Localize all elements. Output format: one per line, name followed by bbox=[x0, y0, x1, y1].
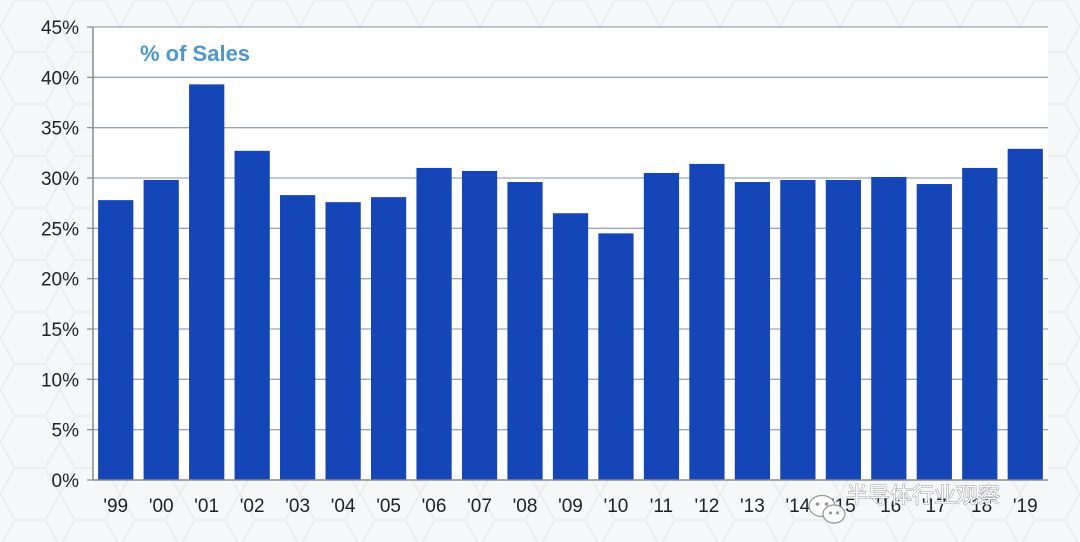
bar bbox=[962, 167, 998, 480]
bar bbox=[416, 167, 452, 480]
y-tick-label: 20% bbox=[41, 270, 79, 291]
y-tick-label: 25% bbox=[41, 219, 79, 240]
bars bbox=[98, 84, 1043, 481]
bar bbox=[325, 202, 361, 480]
x-tick-label: '03 bbox=[285, 496, 310, 517]
x-tick-label: '09 bbox=[558, 496, 583, 517]
x-axis-labels: '99 '00 '01 '02 '03 '04 '05 '06 '07 '08 '09 '10 '11 '… bbox=[103, 496, 1037, 517]
bar bbox=[643, 172, 680, 480]
y-tick-label: 15% bbox=[41, 320, 79, 341]
chart-title: % of Sales bbox=[140, 41, 250, 66]
x-tick-label: '99 bbox=[103, 496, 128, 517]
bar bbox=[461, 170, 498, 480]
x-tick-label: '04 bbox=[331, 496, 356, 517]
bar bbox=[734, 182, 771, 480]
y-axis-ticks: 0% 5% 10% 15% 20% 25% 30% 35% 40% 45% bbox=[41, 18, 93, 492]
x-tick-label: '11 bbox=[650, 496, 673, 517]
bar bbox=[189, 84, 225, 480]
x-tick-label: '13 bbox=[740, 496, 765, 517]
y-tick-label: 30% bbox=[41, 169, 79, 190]
wechat-icon bbox=[808, 494, 846, 524]
x-tick-label: '12 bbox=[695, 496, 720, 517]
y-tick-label: 45% bbox=[41, 18, 79, 39]
bar bbox=[598, 233, 634, 480]
bar bbox=[1007, 148, 1043, 480]
y-tick-label: 40% bbox=[41, 68, 79, 89]
bar bbox=[280, 195, 316, 481]
bar bbox=[825, 180, 861, 480]
bar bbox=[98, 200, 134, 480]
x-tick-label: '08 bbox=[513, 496, 538, 517]
bar bbox=[552, 213, 589, 481]
x-tick-label: '06 bbox=[422, 496, 447, 517]
x-tick-label: '10 bbox=[604, 496, 629, 517]
watermark: 半导体行业观察 bbox=[808, 484, 1000, 524]
watermark-text: 半导体行业观察 bbox=[846, 484, 1000, 509]
x-tick-label: '01 bbox=[194, 496, 219, 517]
x-tick-label: '16 bbox=[876, 496, 901, 517]
bar bbox=[143, 180, 179, 480]
x-tick-label: '19 bbox=[1013, 496, 1038, 517]
x-tick-label: '07 bbox=[467, 496, 492, 517]
bar bbox=[916, 184, 952, 481]
y-tick-label: 5% bbox=[52, 421, 80, 442]
x-tick-label: '18 bbox=[967, 496, 992, 517]
bar bbox=[507, 182, 543, 480]
bar bbox=[689, 163, 725, 480]
y-tick-label: 10% bbox=[41, 370, 79, 391]
x-tick-label: '14 bbox=[785, 496, 810, 517]
bar bbox=[871, 176, 907, 481]
x-tick-label: '02 bbox=[240, 496, 265, 517]
bar bbox=[370, 197, 407, 480]
x-tick-label: '00 bbox=[149, 496, 174, 517]
bar bbox=[780, 180, 816, 480]
y-tick-label: 0% bbox=[52, 471, 80, 492]
y-tick-label: 35% bbox=[41, 119, 79, 140]
bar bbox=[234, 150, 270, 480]
x-tick-label: '17 bbox=[922, 496, 947, 517]
x-tick-label: '05 bbox=[376, 496, 401, 517]
